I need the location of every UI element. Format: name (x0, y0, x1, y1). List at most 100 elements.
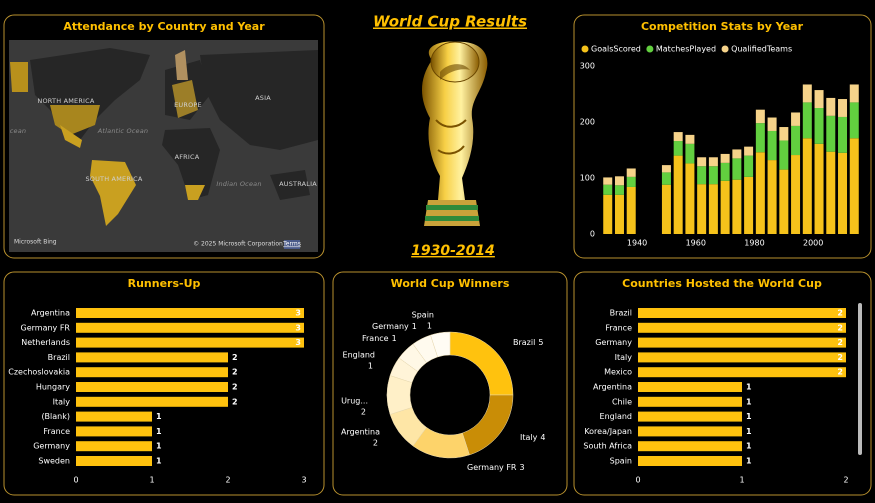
x-tick-label: 0 (73, 476, 78, 485)
chart-title: Runners-Up (128, 277, 201, 290)
bar-segment (661, 172, 671, 185)
map-label: Indian Ocean (216, 180, 261, 188)
bar-segment (814, 108, 824, 144)
slice-label: Germany FR 3 (467, 463, 525, 472)
bar-segment (838, 99, 848, 117)
data-label: 1 (746, 397, 752, 406)
bar (76, 352, 228, 363)
bar (638, 411, 742, 422)
trophy (422, 41, 488, 226)
bar (76, 382, 228, 392)
map-label: SOUTH AMERICA (85, 175, 142, 183)
category-label: South Africa (583, 442, 632, 451)
bar-segment (826, 115, 836, 152)
bar-segment (802, 138, 812, 234)
slice-value: 3 (519, 463, 524, 472)
x-tick-label: 1940 (627, 239, 647, 248)
bar (638, 426, 742, 437)
bar (638, 456, 742, 466)
data-label: 1 (746, 427, 752, 436)
map-label: NORTH AMERICA (37, 97, 94, 105)
bar (76, 456, 152, 466)
data-label: 2 (232, 397, 238, 406)
data-label: 1 (746, 442, 752, 451)
data-label: 1 (746, 457, 752, 466)
bar (638, 441, 742, 452)
bar-segment (603, 184, 613, 195)
x-tick-label: 2 (843, 476, 848, 485)
map-label: cean (10, 127, 26, 135)
data-label: 2 (232, 383, 238, 392)
category-label: Germany (33, 442, 70, 451)
page-title: World Cup Results (373, 13, 527, 31)
category-label: Korea/Japan (584, 427, 632, 436)
bar-segment (626, 168, 636, 177)
data-label: 2 (232, 368, 238, 377)
data-label: 1 (746, 383, 752, 392)
category-label: Mexico (604, 368, 632, 377)
scrollbar[interactable] (858, 303, 862, 455)
legend-label: QualifiedTeams (731, 45, 792, 54)
slice-value: 2 (373, 439, 378, 448)
legend-swatch (721, 45, 729, 53)
legend-label: GoalsScored (591, 45, 641, 54)
x-tick-label: 0 (635, 476, 640, 485)
map-label: AUSTRALIA (279, 180, 317, 188)
chart-title: Competition Stats by Year (641, 20, 804, 33)
data-label: 2 (837, 309, 843, 318)
bar-segment (826, 97, 836, 116)
category-label: (Blank) (41, 412, 70, 421)
bar-segment (614, 176, 624, 186)
bar-segment (791, 112, 801, 126)
slice-value: 4 (540, 433, 545, 442)
bar-segment (614, 194, 624, 234)
slice-value: 2 (361, 408, 366, 417)
bar-segment (673, 141, 683, 156)
chart-title: Countries Hosted the World Cup (622, 277, 822, 290)
category-label: England (600, 412, 632, 421)
slice-value: 1 (412, 322, 417, 331)
category-label: Brazil (48, 353, 70, 362)
bar-segment (708, 166, 718, 185)
bar-segment (755, 123, 765, 153)
bar-segment (626, 186, 636, 234)
bar-segment (673, 155, 683, 234)
x-tick-label: 2000 (803, 239, 823, 248)
bar-segment (838, 116, 848, 153)
bar (76, 441, 152, 452)
category-label: Czechoslovakia (8, 368, 70, 377)
winners-panel (332, 271, 568, 496)
slice-category: Germany FR (467, 463, 517, 472)
bar-segment (603, 177, 613, 185)
bar-segment (802, 84, 812, 103)
bar-segment (838, 152, 848, 234)
data-label: 3 (295, 338, 301, 347)
category-label: Hungary (36, 383, 70, 392)
data-label: 1 (746, 412, 752, 421)
category-label: Germany FR (21, 323, 71, 332)
slice-label: Spain (412, 311, 434, 320)
bar-segment (849, 102, 859, 139)
category-label: Netherlands (21, 338, 70, 347)
slice-category: Italy (520, 433, 538, 442)
bar (638, 352, 846, 363)
category-label: Sweden (38, 457, 70, 466)
bar (638, 396, 742, 407)
slice-label: Argentina (341, 428, 380, 437)
data-label: 2 (837, 368, 843, 377)
map-terms[interactable]: Terms (282, 241, 301, 248)
category-label: Italy (53, 397, 71, 406)
data-label: 2 (837, 338, 843, 347)
legend-swatch (646, 45, 654, 53)
category-label: Chile (612, 397, 632, 406)
y-tick-label: 300 (580, 62, 595, 71)
legend-swatch (581, 45, 589, 53)
bar-segment (755, 152, 765, 234)
bar-segment (626, 176, 636, 187)
bar-segment (732, 179, 742, 234)
category-label: France (43, 427, 70, 436)
bar-segment (614, 185, 624, 195)
bar-segment (685, 163, 695, 234)
map-label: AFRICA (175, 153, 200, 161)
